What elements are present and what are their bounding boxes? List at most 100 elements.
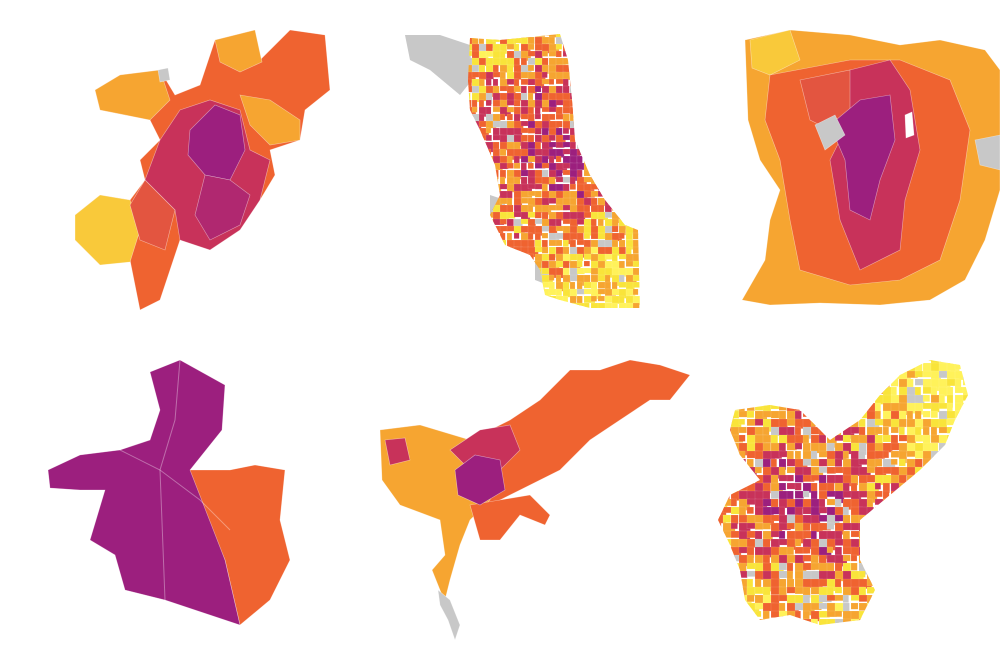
tract [639,281,640,293]
tract [541,57,549,66]
tract [576,288,585,295]
tract [632,43,640,54]
tract [471,155,481,162]
tract [604,176,612,187]
tract [618,99,625,107]
tract [794,610,801,619]
tract [549,310,559,315]
tract [472,310,481,317]
tract [971,483,983,490]
tract [778,402,787,411]
tract [576,78,583,89]
tract [906,586,919,594]
tract [591,310,597,318]
tract [818,370,829,378]
tract [632,246,640,254]
tract [485,274,495,282]
tract [874,562,884,572]
tract [906,514,913,527]
tract [555,176,564,183]
tract [898,578,907,587]
tract [898,618,909,625]
tract [962,450,968,458]
tract [730,610,737,620]
tract [611,57,620,66]
tract [478,183,489,193]
tract [619,310,626,317]
tract [954,530,963,539]
tract [882,434,892,443]
tract [639,64,640,74]
tract [583,64,593,74]
tract [569,92,579,100]
tract [625,260,635,267]
tract [866,360,879,363]
tract [802,570,812,581]
tract [778,386,790,397]
tract [730,360,743,362]
tract [834,370,843,378]
tract [485,127,492,134]
tract [874,610,884,618]
tract [513,281,521,293]
tract [906,594,914,602]
tract [632,85,640,96]
tract [499,239,507,251]
tract [890,426,899,434]
tract [527,274,535,284]
tract [471,190,481,202]
tract [730,466,739,478]
tract [842,586,852,596]
tract [962,410,968,418]
tract [795,627,805,636]
tract [604,71,611,83]
tract [576,71,588,83]
tract [555,106,563,115]
tract [914,370,924,378]
tract [534,246,543,253]
tract [858,458,868,465]
tract [914,594,927,603]
tract [946,530,955,541]
tract [786,386,799,400]
tract [612,310,617,321]
tract [826,402,838,410]
tract [946,554,956,567]
tract [906,610,920,622]
tract [604,106,612,116]
tract [625,113,638,122]
tract [898,434,908,442]
tract [842,402,850,411]
tract [754,394,764,402]
tract [639,204,640,211]
tract [946,594,955,607]
tract [778,434,789,445]
tract [597,64,608,76]
tract [930,602,944,615]
tract [754,522,764,530]
tract [598,310,605,321]
boundary [159,359,181,601]
tract [471,295,478,304]
tract [930,522,938,533]
tract [625,218,635,228]
tract [562,57,572,65]
tract [590,85,602,92]
tract [914,570,922,581]
tract [718,474,726,488]
tract [898,490,907,500]
tract [632,302,640,308]
tract [858,514,870,524]
tract [471,225,482,235]
tract [818,394,828,403]
tract [485,246,494,256]
tract [866,570,875,581]
tract [930,514,944,521]
tract [834,378,842,391]
tract [834,386,845,400]
tract [882,602,890,612]
tract [794,394,805,405]
tract [826,410,836,418]
tract [597,50,606,59]
tract [826,490,836,498]
